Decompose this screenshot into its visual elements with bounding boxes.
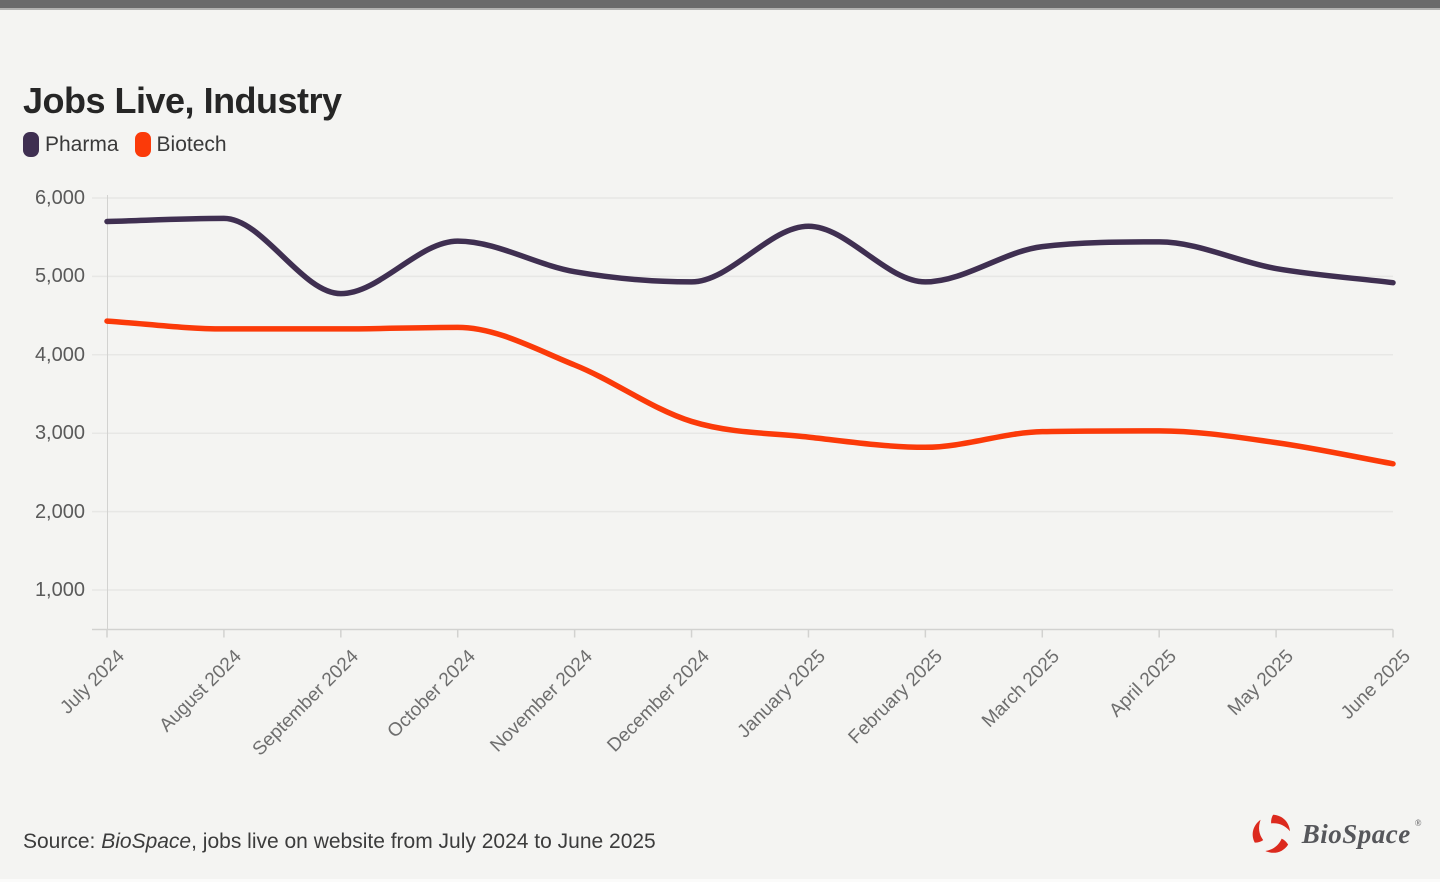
bottom-strip (0, 879, 1440, 882)
y-axis-label: 4,000 (34, 343, 85, 366)
pharma-line (104, 215, 1396, 297)
biospace-logo-text: BioSpace (1301, 818, 1411, 849)
footer-source-rest: , jobs live on website from July 2024 to… (191, 830, 656, 853)
biospace-swirl-icon (1252, 814, 1290, 853)
y-axis-label: 1,000 (34, 579, 85, 601)
footer-source-name: BioSpace (101, 830, 192, 853)
swirl-blade (1252, 819, 1263, 843)
legend-label-biotech: Biotech (156, 132, 227, 156)
biotech-line (104, 318, 1396, 467)
embed-topbar (0, 0, 1440, 8)
page-title: Jobs Live, Industry (23, 80, 342, 122)
footer-source-prefix: Source: (23, 830, 102, 853)
legend-label-pharma: Pharma (45, 132, 119, 156)
biospace-logo-reg: ® (1414, 818, 1422, 828)
swirl-blade (1270, 814, 1290, 832)
legend-item-biotech: Biotech (134, 132, 227, 157)
biotech-color-swatch (134, 132, 151, 157)
pharma-color-swatch (23, 132, 39, 157)
legend-item-pharma: Pharma (23, 132, 119, 157)
swirl-blade (1265, 838, 1288, 853)
y-axis-label: 5,000 (34, 265, 85, 288)
embed-topbar-edge (0, 8, 1440, 10)
y-axis-label: 2,000 (34, 500, 85, 523)
biospace-logo[interactable]: BioSpace ® (1250, 812, 1422, 856)
legend: Pharma Biotech (23, 132, 243, 157)
footer-source: Source: BioSpace, jobs live on website f… (23, 830, 656, 854)
y-axis-label: 3,000 (34, 422, 85, 445)
y-axis-label: 6,000 (34, 187, 85, 209)
